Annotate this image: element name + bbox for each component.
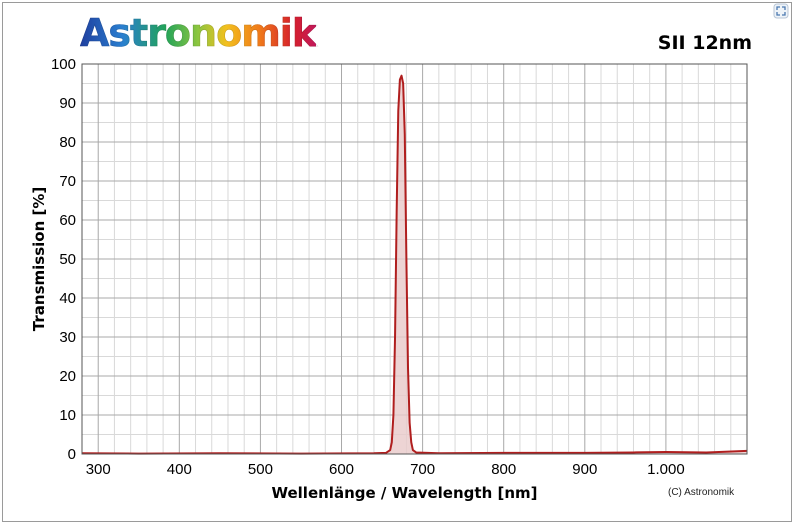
x-tick-label: 500 bbox=[248, 461, 273, 478]
y-tick-label: 20 bbox=[59, 368, 76, 385]
series-line-0 bbox=[81, 74, 748, 455]
grid-major bbox=[82, 63, 748, 455]
x-tick-label: 600 bbox=[329, 461, 354, 478]
y-tick-label: 50 bbox=[59, 251, 76, 268]
x-tick-label: 300 bbox=[86, 461, 111, 478]
x-axis-label: Wellenlänge / Wavelength [nm] bbox=[271, 484, 537, 502]
y-tick-label: 60 bbox=[59, 212, 76, 229]
y-tick-label: 0 bbox=[68, 446, 76, 463]
y-tick-label: 100 bbox=[51, 56, 76, 73]
y-tick-label: 70 bbox=[59, 173, 76, 190]
x-tick-label: 700 bbox=[410, 461, 435, 478]
x-tick-label: 900 bbox=[572, 461, 597, 478]
plot-border bbox=[81, 63, 748, 455]
copyright-note: (C) Astronomik bbox=[668, 487, 735, 498]
y-tick-label: 40 bbox=[59, 290, 76, 307]
y-tick-label: 90 bbox=[59, 95, 76, 112]
x-tick-label: 1.000 bbox=[647, 461, 685, 478]
series-area-0 bbox=[82, 75, 747, 454]
y-tick-labels: 0 10 20 30 40 50 60 70 80 90 100 bbox=[51, 56, 76, 463]
x-tick-label: 800 bbox=[491, 461, 516, 478]
y-axis-label: Transmission [%] bbox=[30, 187, 48, 331]
filter-title: SII 12nm bbox=[657, 32, 752, 54]
x-tick-labels: 300 400 500 600 700 800 900 1.000 bbox=[86, 461, 685, 478]
expand-icon[interactable] bbox=[773, 3, 789, 19]
y-tick-label: 80 bbox=[59, 134, 76, 151]
y-tick-label: 30 bbox=[59, 329, 76, 346]
y-tick-label: 10 bbox=[59, 407, 76, 424]
x-tick-label: 400 bbox=[167, 461, 192, 478]
astronomik-logo: Astronomik bbox=[80, 11, 318, 55]
plot-series bbox=[81, 74, 748, 455]
